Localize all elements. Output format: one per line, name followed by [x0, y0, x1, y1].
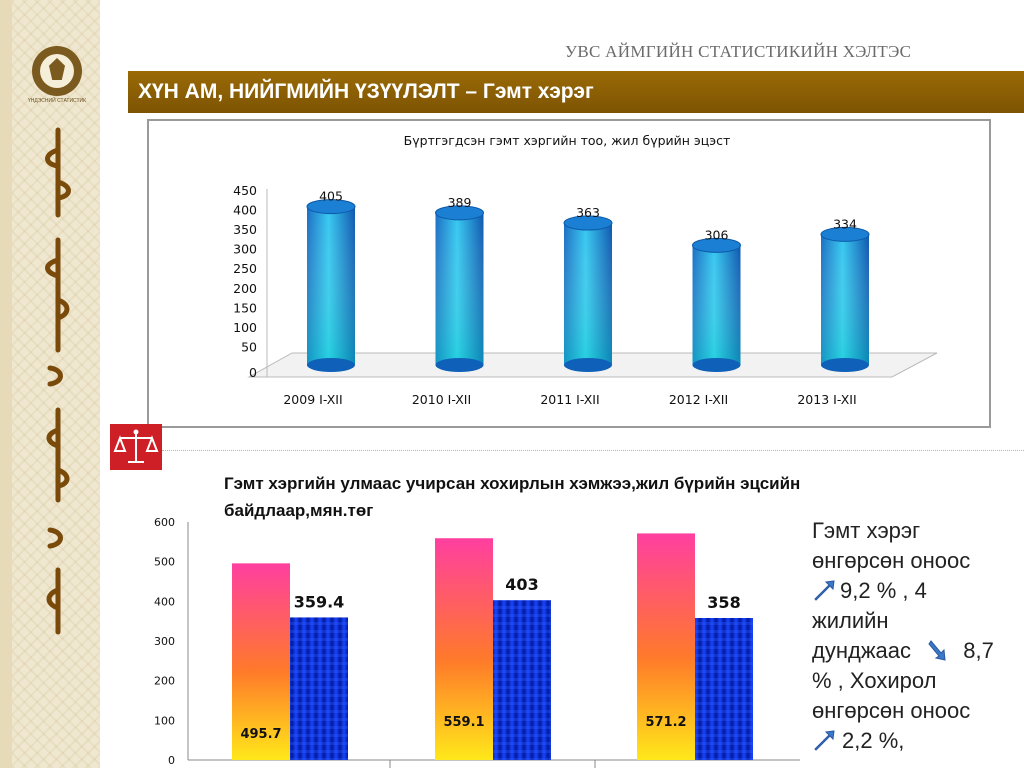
chart2-data-label-series1: 571.2	[645, 715, 686, 730]
sidebar-panel: ҮНДЭСНИЙ СТАТИСТИК	[0, 0, 100, 768]
chart1-ytick: 150	[233, 300, 257, 315]
summary-line-5-value: 8,7	[963, 638, 994, 663]
section-divider	[162, 450, 1024, 451]
chart2-bar-series2	[290, 617, 348, 760]
chart2-bar-series2	[493, 600, 551, 760]
summary-line-7: өнгөрсөн оноос	[812, 698, 971, 723]
summary-line-5-text: дунджаас	[812, 638, 912, 663]
summary-line-2: өнгөрсөн оноос	[812, 548, 971, 573]
crime-count-chart: Бүртгэгдсэн гэмт хэргийн тоо, жил бүрийн…	[233, 133, 938, 407]
chart1-bar	[435, 205, 484, 372]
chart2-bar-series2	[695, 617, 753, 760]
chart1-ytick: 400	[233, 203, 257, 218]
title-bar: ХҮН АМ, НИЙГМИЙН ҮЗҮҮЛЭЛТ – Гэмт хэрэг	[128, 71, 1024, 113]
chart1-data-label: 363	[576, 205, 600, 220]
chart2-ytick: 600	[154, 516, 175, 529]
statistics-logo-icon	[32, 46, 82, 96]
chart2-ytick: 200	[154, 675, 175, 688]
chart1-data-label: 334	[833, 216, 857, 231]
chart2-ytick: 500	[154, 556, 175, 569]
chart2-ytick: 400	[154, 595, 175, 608]
chart1-ytick: 250	[233, 261, 257, 276]
page-title: ХҮН АМ, НИЙГМИЙН ҮЗҮҮЛЭЛТ – Гэмт хэрэг	[138, 80, 594, 103]
summary-line-6: % , Хохирол	[812, 668, 937, 693]
chart1-category-label: 2010 I-XII	[412, 392, 471, 407]
logo-emblem-icon	[49, 58, 65, 80]
chart1-ytick: 350	[233, 222, 257, 237]
chart1-bar	[820, 226, 870, 372]
chart2-data-label-series2: 359.4	[294, 592, 345, 611]
chart1-ytick: 50	[241, 339, 257, 354]
summary-line-1: Гэмт хэрэг	[812, 518, 921, 543]
logo-text: ҮНДЭСНИЙ СТАТИСТИК	[27, 98, 87, 104]
summary-line-3: 9,2 % , 4	[812, 576, 1024, 606]
arrow-down-icon	[928, 640, 946, 661]
organization-name: УВС АЙМГИЙН СТАТИСТИКИЙН ХЭЛТЭС	[565, 42, 912, 61]
chart1-ytick: 200	[233, 281, 257, 296]
chart2-bar-series1	[435, 538, 493, 760]
chart1-bar	[306, 199, 356, 372]
chart1-ytick: 300	[233, 242, 257, 257]
summary-text: Гэмт хэрэг өнгөрсөн оноос 9,2 % , 4 жили…	[812, 516, 1024, 756]
chart1-category-label: 2011 I-XII	[540, 392, 599, 407]
chart2-ytick: 300	[154, 635, 175, 648]
chart1-data-label: 306	[705, 227, 729, 242]
chart2-data-label-series2: 358	[707, 593, 740, 612]
chart2-data-label-series1: 495.7	[240, 727, 281, 742]
chart1-bar	[692, 237, 741, 372]
chart1-ytick: 450	[233, 183, 257, 198]
chart1-ytick: 0	[249, 365, 257, 380]
chart2-bar-series1	[232, 563, 290, 760]
chart1-category-label: 2009 I-XII	[283, 392, 342, 407]
chart1-title: Бүртгэгдсэн гэмт хэргийн тоо, жил бүрийн…	[404, 133, 731, 148]
chart1-bar	[563, 215, 613, 372]
arrow-up-icon	[814, 580, 835, 601]
summary-line-4: жилийн	[812, 608, 889, 633]
arrow-up-icon-2	[814, 730, 835, 751]
chart2-data-label-series2: 403	[505, 575, 538, 594]
mongolian-script-decoration-icon	[45, 127, 71, 635]
chart2-data-label-series1: 559.1	[443, 715, 484, 730]
chart1-data-label: 405	[319, 189, 343, 204]
scales-glyph-icon	[113, 429, 159, 463]
chart1-ytick: 100	[233, 320, 257, 335]
chart2-ytick: 100	[154, 714, 175, 727]
justice-scales-icon	[110, 424, 162, 470]
summary-line-8: 2,2 %,	[812, 726, 1024, 756]
chart1-data-label: 389	[448, 195, 472, 210]
summary-line-8-text: 2,2 %,	[842, 728, 905, 753]
chart2-title: Гэмт хэргийн улмаас учирсан хохирлын хэм…	[224, 474, 801, 520]
summary-line-3-text: 9,2 % , 4	[840, 578, 927, 603]
summary-line-5: дунджаас 8,7	[812, 636, 1024, 666]
chart2-ytick: 0	[168, 754, 175, 767]
chart2-bar-series1	[637, 533, 695, 760]
chart1-category-label: 2012 I-XII	[669, 392, 728, 407]
chart1-category-label: 2013 I-XII	[797, 392, 856, 407]
damage-amount-chart: 0 100 200 300 400 500 600 495.7 559.1 571.2 359.4…	[154, 516, 800, 768]
sidebar-strip	[0, 0, 12, 768]
